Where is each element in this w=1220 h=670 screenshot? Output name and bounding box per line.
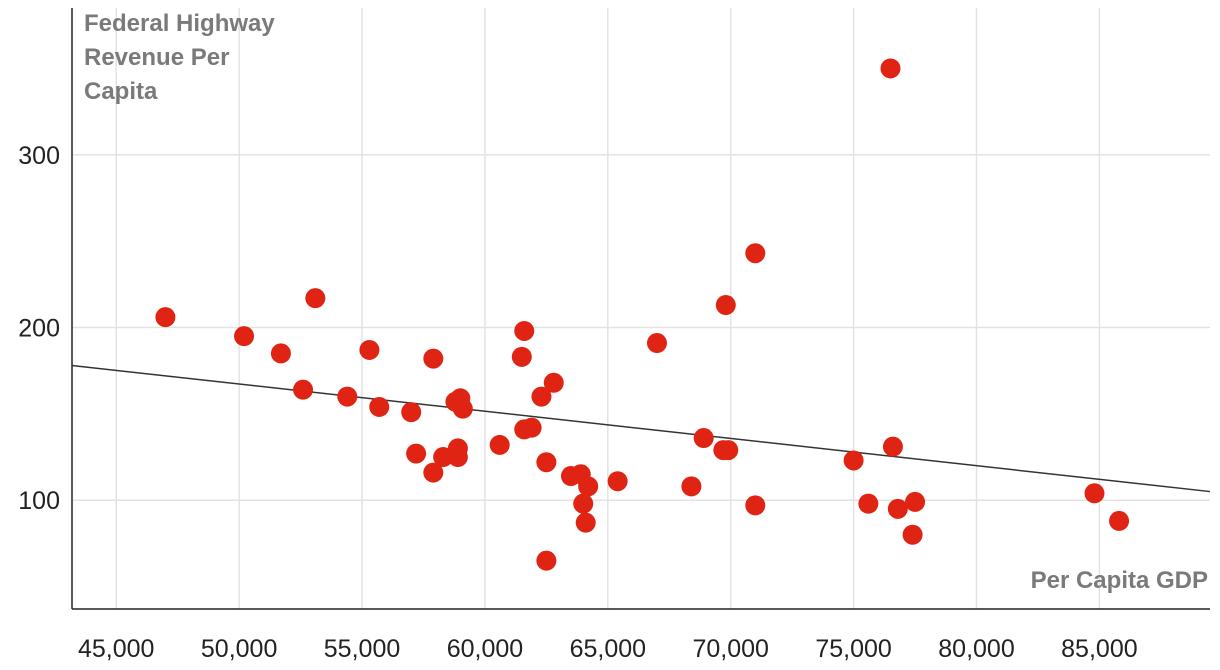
data-point	[401, 402, 422, 423]
data-point	[423, 348, 444, 369]
y-axis-title-line-1: Federal Highway	[84, 10, 275, 37]
data-point	[578, 476, 599, 497]
data-point	[905, 491, 926, 512]
y-tick-label: 300	[18, 142, 60, 170]
data-point	[447, 447, 468, 468]
y-axis-title-line-2: Revenue Per	[84, 44, 229, 71]
data-point	[681, 476, 702, 497]
y-axis-title-line-3: Capita	[84, 78, 158, 105]
data-point	[715, 295, 736, 316]
x-tick-label: 55,000	[324, 635, 400, 663]
data-point	[843, 450, 864, 471]
data-point	[536, 550, 557, 571]
data-point	[234, 326, 255, 347]
data-point	[433, 447, 454, 468]
data-point	[452, 398, 473, 419]
data-point	[514, 320, 535, 341]
data-point	[745, 495, 766, 516]
data-point	[155, 307, 176, 328]
data-point	[858, 493, 879, 514]
x-tick-label: 85,000	[1061, 635, 1137, 663]
data-point	[745, 243, 766, 264]
data-points	[155, 58, 1130, 571]
data-point	[536, 452, 557, 473]
data-point	[882, 436, 903, 457]
data-point	[607, 471, 628, 492]
x-tick-label: 80,000	[938, 635, 1014, 663]
data-point	[305, 288, 326, 309]
grid-layer	[72, 8, 1210, 609]
x-tick-label: 60,000	[447, 635, 523, 663]
data-point	[902, 524, 923, 545]
data-point	[887, 498, 908, 519]
data-point	[1109, 510, 1130, 531]
data-point	[880, 58, 901, 79]
x-tick-label: 75,000	[815, 635, 891, 663]
tick-layer: 45,000 50,000 55,000 60,000 65,000 70,000 75,0…	[18, 142, 1137, 663]
data-point	[489, 434, 510, 455]
x-tick-label: 50,000	[201, 635, 277, 663]
y-tick-label: 100	[18, 487, 60, 515]
x-axis-title: Per Capita GDP	[1031, 567, 1208, 594]
data-point	[406, 443, 427, 464]
x-tick-label: 65,000	[570, 635, 646, 663]
data-point	[718, 440, 739, 461]
data-point	[270, 343, 291, 364]
data-point	[543, 372, 564, 393]
data-point	[293, 379, 314, 400]
data-point	[423, 462, 444, 483]
y-tick-label: 200	[18, 314, 60, 342]
data-point	[1084, 483, 1105, 504]
x-tick-label: 70,000	[692, 635, 768, 663]
x-tick-label: 45,000	[78, 635, 154, 663]
data-point	[511, 346, 532, 367]
data-point	[693, 428, 714, 449]
data-point	[521, 417, 542, 438]
y-axis-title: Federal Highway Revenue Per Capita	[84, 10, 275, 105]
trendline	[71, 364, 1211, 493]
data-point	[359, 339, 380, 360]
data-point	[575, 512, 596, 533]
data-point	[337, 386, 358, 407]
data-point	[531, 386, 552, 407]
data-point	[573, 493, 594, 514]
data-point	[369, 396, 390, 417]
data-point	[646, 333, 667, 354]
